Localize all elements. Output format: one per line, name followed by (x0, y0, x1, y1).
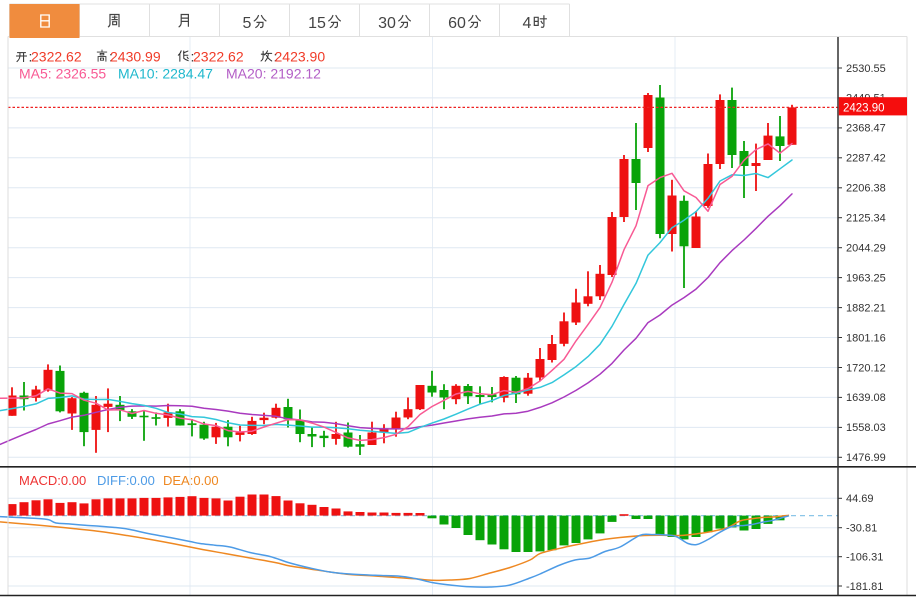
svg-text:-106.31: -106.31 (846, 552, 883, 564)
svg-text:2125.34: 2125.34 (846, 213, 886, 225)
svg-text:1882.21: 1882.21 (846, 302, 886, 314)
svg-text:MA20: 2192.12: MA20: 2192.12 (226, 66, 321, 82)
svg-text:-30.81: -30.81 (846, 523, 877, 535)
svg-text:1639.08: 1639.08 (846, 392, 886, 404)
svg-text:2044.29: 2044.29 (846, 243, 886, 255)
svg-text:30: 30 (378, 15, 396, 32)
svg-text:60: 60 (448, 15, 466, 32)
svg-text:2368.47: 2368.47 (846, 123, 886, 135)
svg-text:DIFF:0.00: DIFF:0.00 (97, 473, 155, 488)
svg-text:DEA:0.00: DEA:0.00 (163, 473, 219, 488)
svg-text:2423.90: 2423.90 (843, 103, 885, 115)
svg-text:2430.99: 2430.99 (110, 49, 161, 65)
svg-text::: : (191, 49, 195, 65)
svg-text:44.69: 44.69 (846, 493, 874, 505)
svg-text:MACD:0.00: MACD:0.00 (19, 473, 86, 488)
svg-text:5: 5 (243, 15, 252, 32)
svg-text::: : (29, 49, 33, 65)
svg-text:15: 15 (308, 15, 326, 32)
svg-text:1476.99: 1476.99 (846, 452, 886, 464)
svg-text:2322.62: 2322.62 (193, 49, 244, 65)
svg-text:-181.81: -181.81 (846, 581, 883, 593)
svg-text::: : (274, 49, 278, 65)
svg-text:1558.03: 1558.03 (846, 422, 886, 434)
svg-text:2287.42: 2287.42 (846, 153, 886, 165)
svg-text:2530.55: 2530.55 (846, 63, 886, 75)
svg-text:2322.62: 2322.62 (31, 49, 82, 65)
svg-text::: : (109, 49, 113, 65)
svg-text:2423.90: 2423.90 (275, 49, 326, 65)
svg-text:1720.12: 1720.12 (846, 362, 886, 374)
svg-text:MA10: 2284.47: MA10: 2284.47 (118, 66, 213, 82)
svg-text:1963.25: 1963.25 (846, 272, 886, 284)
svg-text:MA5: 2326.55: MA5: 2326.55 (19, 66, 106, 82)
svg-text:4: 4 (523, 15, 532, 32)
svg-text:2206.38: 2206.38 (846, 183, 886, 195)
svg-text:1801.16: 1801.16 (846, 332, 886, 344)
